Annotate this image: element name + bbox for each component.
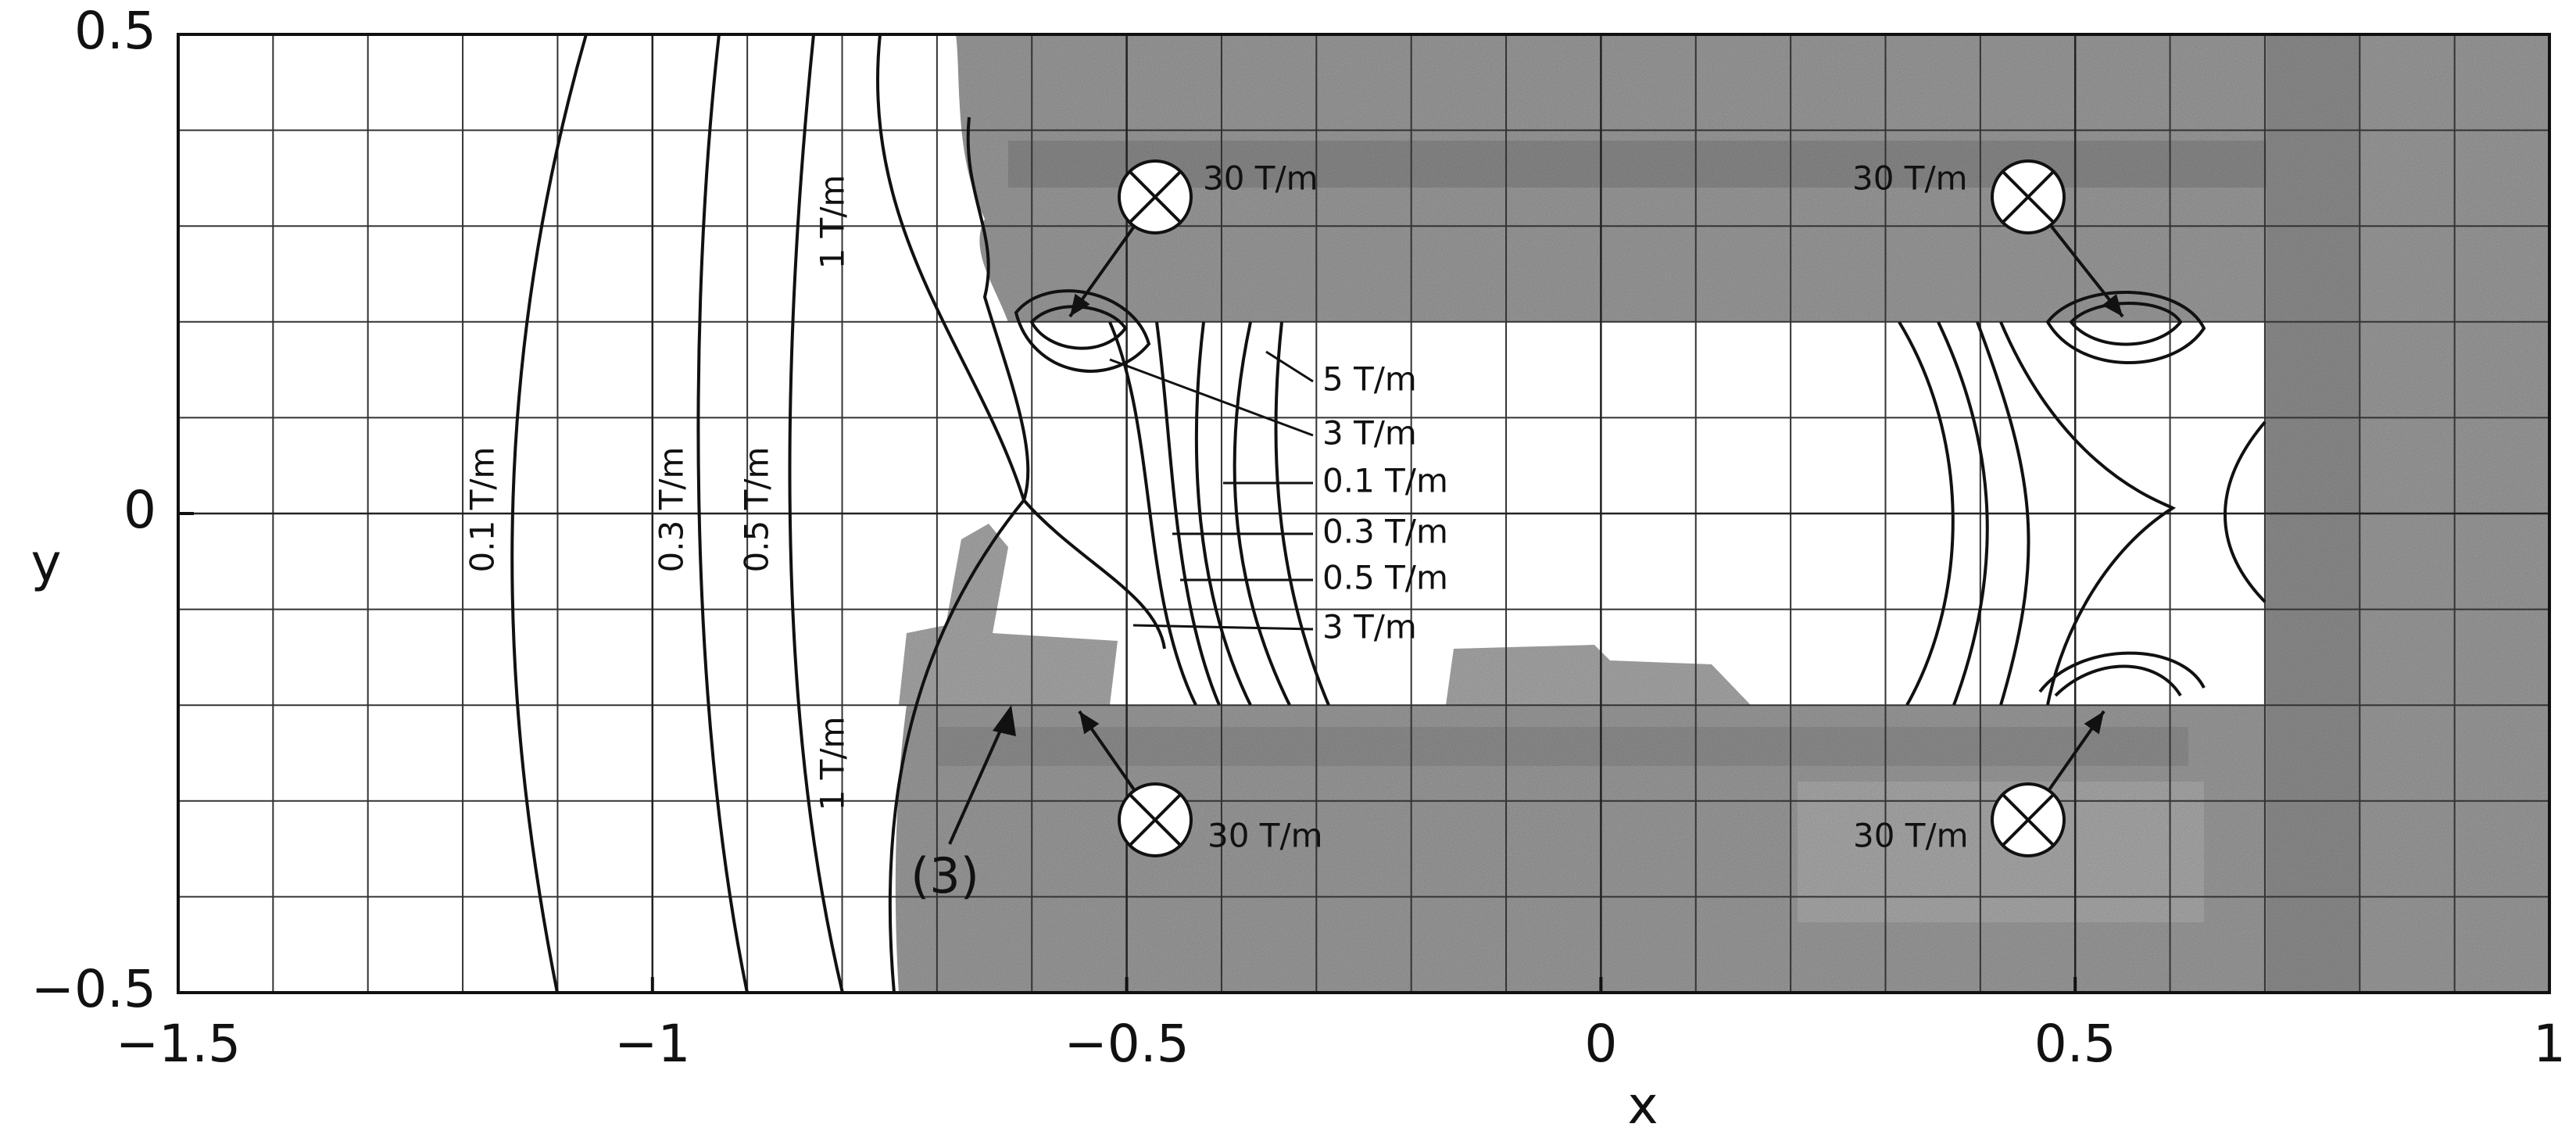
marker-cross bbox=[2002, 170, 2055, 224]
contour-line bbox=[1937, 321, 1989, 706]
contour-line bbox=[1155, 321, 1221, 706]
annotation: 30 T/m bbox=[1853, 817, 1969, 855]
contour-loop bbox=[2045, 290, 2206, 365]
leader-line bbox=[1132, 624, 1314, 631]
contour-line bbox=[1976, 321, 2030, 706]
contour-line bbox=[1194, 321, 1252, 706]
annotation: 0.3 T/m bbox=[653, 447, 691, 573]
y-axis-label: y bbox=[30, 533, 61, 593]
marker-cross bbox=[1129, 170, 1182, 224]
contour-loop bbox=[1029, 305, 1128, 350]
leader-line bbox=[1265, 350, 1314, 383]
marker-arrow bbox=[948, 712, 1010, 845]
annotation: 0.5 T/m bbox=[1322, 559, 1448, 597]
contour-line bbox=[788, 34, 844, 993]
annotation: 1 T/m bbox=[814, 175, 852, 270]
annotation: 0.1 T/m bbox=[1322, 462, 1448, 500]
contour-line bbox=[696, 34, 749, 993]
contour-loop bbox=[1014, 289, 1151, 373]
annotation: 30 T/m bbox=[1852, 159, 1968, 198]
arrow-head bbox=[2102, 294, 2123, 317]
annotation: 3 T/m bbox=[1322, 608, 1417, 646]
annotation: (3) bbox=[911, 847, 979, 904]
contours bbox=[510, 34, 2267, 993]
contour-line bbox=[510, 34, 588, 993]
arrow-head bbox=[1079, 711, 1100, 735]
marker-cross bbox=[1129, 793, 1182, 846]
arrow-head bbox=[2084, 711, 2104, 735]
annotation: 0.1 T/m bbox=[463, 447, 502, 573]
contour-line bbox=[1274, 321, 1330, 706]
current-markers bbox=[948, 159, 2124, 857]
contour-loop bbox=[2038, 651, 2206, 693]
y-tick-label: 0 bbox=[123, 480, 156, 540]
contour-line bbox=[1108, 321, 1197, 706]
annotation: 0.3 T/m bbox=[1322, 513, 1448, 551]
contour-line bbox=[1898, 320, 1955, 706]
x-axis-label: x bbox=[1627, 1075, 1658, 1136]
coil-region bbox=[1446, 645, 1751, 705]
arrow-head bbox=[993, 705, 1016, 736]
arrow-head bbox=[1070, 293, 1090, 317]
x-tick-label: 0 bbox=[1584, 1014, 1617, 1074]
x-tick-label: −1 bbox=[614, 1014, 690, 1074]
contour-line bbox=[2224, 420, 2267, 603]
iron-stripe bbox=[938, 727, 2188, 766]
x-tick-label: −1.5 bbox=[116, 1014, 241, 1074]
annotation: 0.5 T/m bbox=[738, 447, 776, 573]
y-tick-label: 0.5 bbox=[74, 1, 156, 61]
contour-line bbox=[1233, 321, 1291, 706]
x-tick-label: −0.5 bbox=[1064, 1014, 1189, 1074]
iron-stripe bbox=[1008, 141, 2352, 188]
contour-line bbox=[1999, 321, 2177, 706]
annotation: 30 T/m bbox=[1208, 817, 1323, 855]
annotation: 30 T/m bbox=[1203, 159, 1318, 198]
annotation: 3 T/m bbox=[1322, 414, 1417, 453]
contour-loop bbox=[2069, 302, 2183, 346]
leader-line bbox=[1109, 358, 1314, 437]
annotation: 5 T/m bbox=[1322, 360, 1417, 399]
plot-frame bbox=[177, 33, 2551, 994]
coil-region bbox=[899, 524, 1118, 705]
y-tick-label: −0.5 bbox=[31, 959, 156, 1019]
contour-line bbox=[966, 116, 1166, 650]
magnet-iron bbox=[895, 34, 2549, 993]
x-tick-label: 1 bbox=[2533, 1014, 2566, 1074]
x-tick-label: 0.5 bbox=[2034, 1014, 2116, 1074]
annotation: 1 T/m bbox=[814, 717, 852, 811]
marker-cross bbox=[2002, 793, 2055, 846]
contour-loop bbox=[2054, 664, 2182, 697]
